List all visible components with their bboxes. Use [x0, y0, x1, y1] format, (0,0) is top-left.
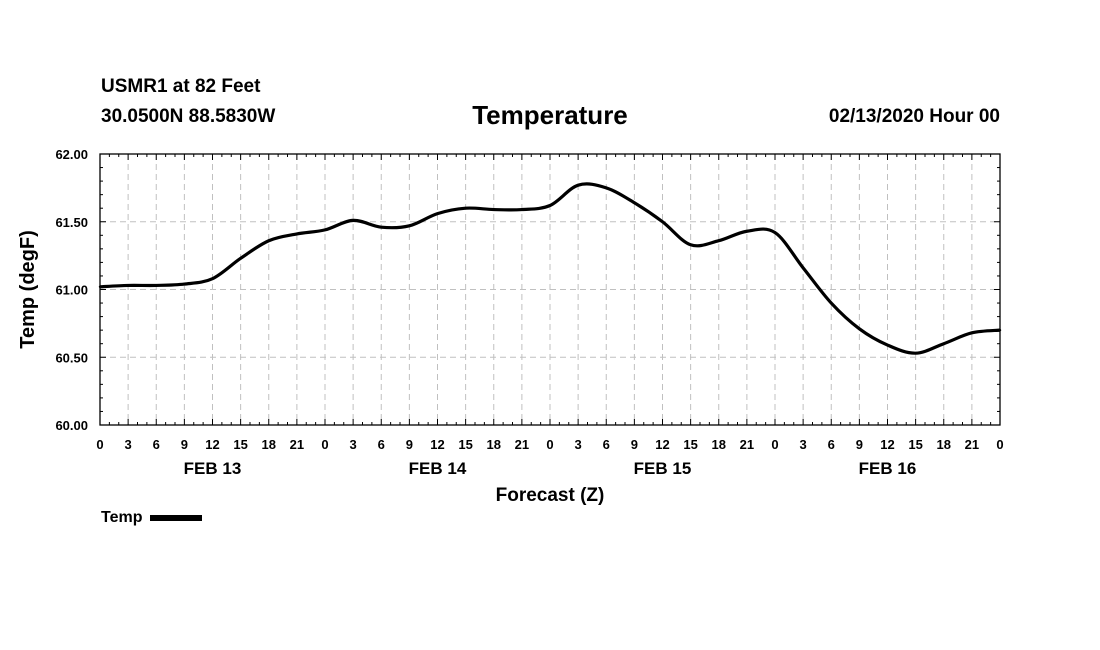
day-label: FEB 13	[184, 459, 242, 478]
y-tick-label: 60.00	[55, 418, 88, 433]
x-tick-label: 3	[125, 437, 132, 452]
data-point	[858, 327, 861, 330]
data-point	[323, 228, 327, 232]
data-point	[998, 328, 1002, 332]
x-tick-label: 15	[233, 437, 247, 452]
data-point	[98, 285, 102, 288]
x-tick-label: 6	[828, 437, 835, 452]
data-point	[970, 331, 974, 335]
data-point	[183, 282, 186, 286]
x-tick-label: 12	[205, 437, 219, 452]
station-label: USMR1 at 82 Feet	[101, 76, 261, 97]
coordinates-label: 30.0500N 88.5830W	[101, 106, 276, 127]
data-point	[942, 342, 945, 345]
x-tick-label: 6	[153, 437, 160, 452]
data-point	[380, 225, 383, 229]
x-tick-label: 0	[771, 437, 778, 452]
x-axis-label: Forecast (Z)	[496, 485, 605, 506]
data-point	[773, 231, 777, 234]
data-point	[661, 220, 664, 223]
data-point	[295, 232, 299, 236]
x-tick-label: 15	[458, 437, 472, 452]
x-tick-label: 3	[575, 437, 582, 452]
day-label: FEB 15	[634, 459, 692, 478]
x-tick-label: 18	[712, 437, 726, 452]
x-tick-label: 0	[996, 437, 1003, 452]
data-point	[436, 212, 439, 215]
data-point	[351, 219, 355, 222]
data-point	[576, 183, 580, 187]
day-label: FEB 16	[859, 459, 917, 478]
data-point	[408, 224, 411, 228]
data-point	[464, 207, 467, 210]
data-point	[239, 257, 242, 260]
x-tick-label: 18	[487, 437, 501, 452]
x-tick-label: 0	[96, 437, 103, 452]
data-point	[492, 208, 495, 211]
legend: Temp	[101, 509, 203, 527]
data-point	[801, 266, 805, 270]
data-point	[886, 343, 889, 347]
x-tick-label: 12	[655, 437, 669, 452]
x-tick-label: 21	[515, 437, 529, 452]
x-tick-label: 3	[800, 437, 807, 452]
x-tick-label: 12	[430, 437, 444, 452]
data-point	[830, 301, 833, 305]
y-tick-label: 61.00	[55, 283, 88, 298]
x-tick-label: 21	[740, 437, 754, 452]
day-label: FEB 14	[409, 459, 467, 478]
x-tick-label: 15	[683, 437, 697, 452]
data-point	[211, 277, 214, 280]
x-tick-label: 0	[546, 437, 553, 452]
data-point	[914, 351, 917, 355]
y-axis-label: Temp (degF)	[17, 230, 39, 349]
x-tick-label: 9	[406, 437, 413, 452]
run-time-label: 02/13/2020 Hour 00	[828, 106, 1000, 127]
x-tick-label: 0	[321, 437, 328, 452]
chart-title: Temperature	[472, 100, 628, 130]
data-point	[126, 284, 130, 287]
x-tick-label: 21	[965, 437, 979, 452]
data-point	[548, 204, 552, 207]
x-tick-label: 18	[937, 437, 951, 452]
data-point	[155, 284, 158, 287]
data-point	[717, 239, 720, 242]
data-point	[689, 243, 692, 246]
x-tick-label: 3	[350, 437, 357, 452]
data-point	[745, 230, 749, 233]
legend-line-swatch	[150, 515, 203, 521]
x-tick-label: 18	[262, 437, 276, 452]
x-tick-label: 12	[880, 437, 894, 452]
x-tick-label: 9	[856, 437, 863, 452]
y-tick-label: 61.50	[55, 215, 88, 230]
data-point	[605, 186, 608, 190]
data-point	[267, 239, 270, 242]
data-point	[520, 208, 524, 211]
x-tick-label: 9	[181, 437, 188, 452]
x-tick-label: 21	[290, 437, 304, 452]
x-tick-label: 6	[603, 437, 610, 452]
y-tick-label: 60.50	[55, 350, 88, 365]
data-point	[633, 201, 636, 204]
x-tick-label: 6	[378, 437, 385, 452]
legend-label: Temp	[101, 509, 143, 526]
x-tick-label: 15	[908, 437, 922, 452]
x-tick-label: 9	[631, 437, 638, 452]
y-tick-label: 62.00	[55, 147, 88, 162]
